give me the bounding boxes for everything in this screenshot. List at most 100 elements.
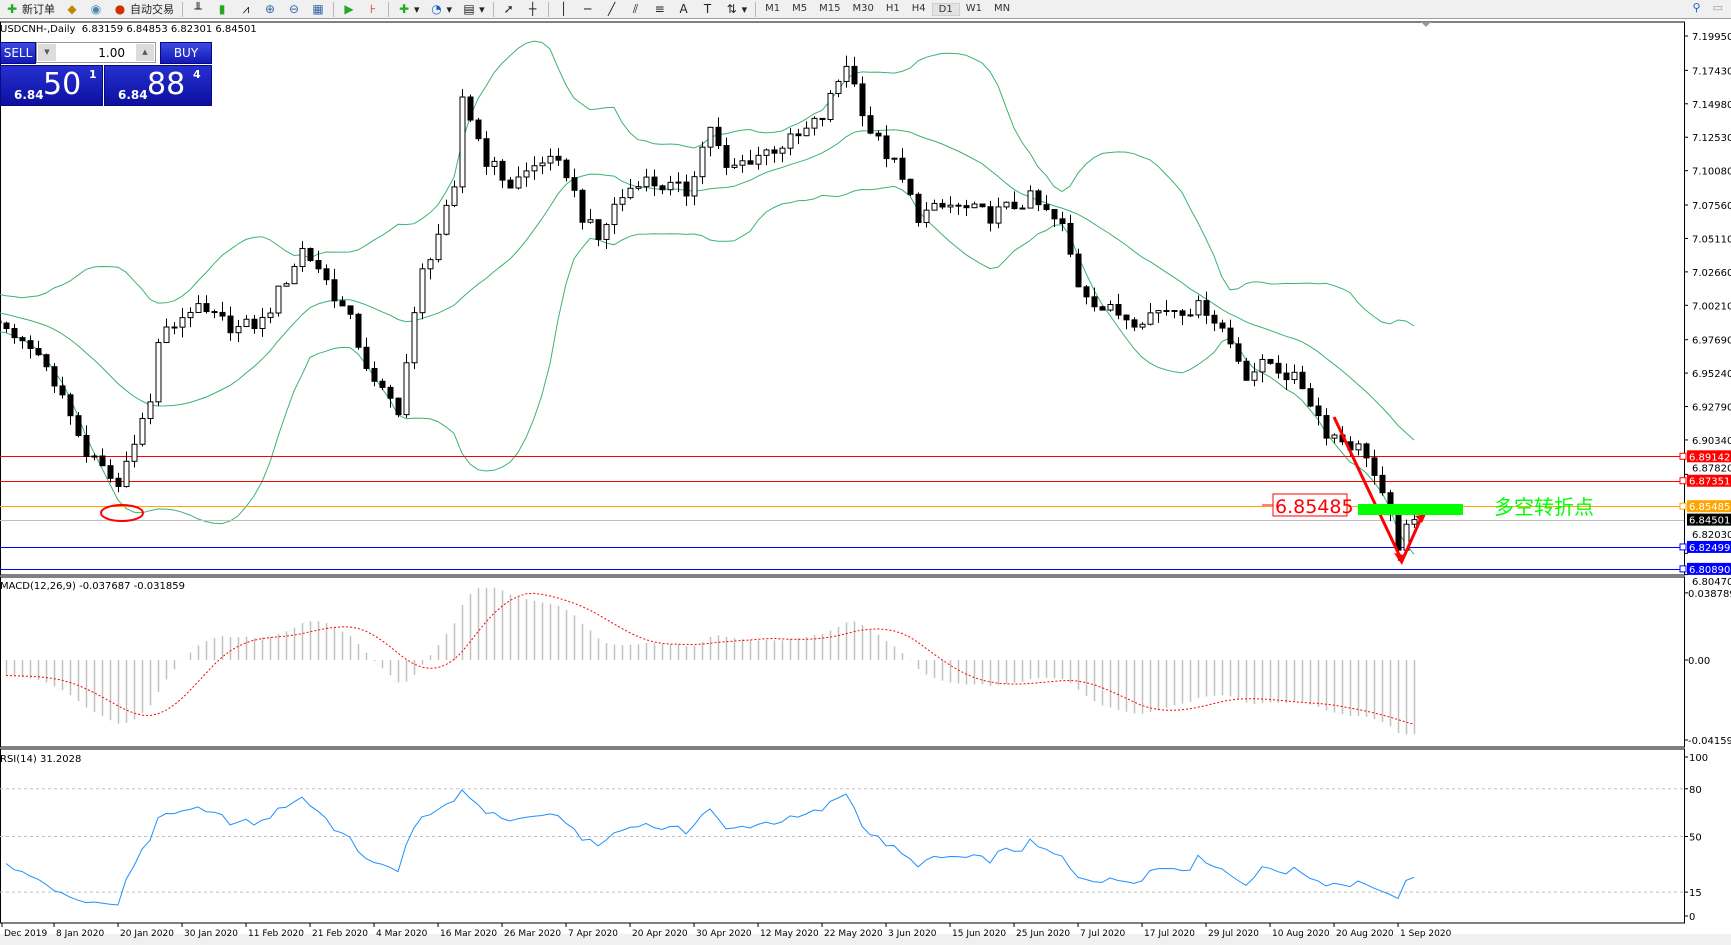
buy-price-button[interactable]: 6.84 88 4	[104, 65, 212, 106]
candle	[843, 55, 850, 88]
auto-trading-button[interactable]: ● 自动交易	[108, 1, 179, 18]
candle-body	[787, 133, 794, 149]
text-label-button[interactable]: T	[696, 1, 720, 18]
candle-body	[1267, 358, 1274, 364]
timeframe-m30[interactable]: M30	[852, 2, 874, 14]
arrows-button[interactable]: ⇅ ▾	[726, 2, 748, 16]
candle	[243, 314, 250, 328]
candle-body	[1219, 322, 1226, 329]
candle	[1139, 322, 1146, 330]
candle	[51, 363, 58, 393]
candle	[1355, 440, 1362, 456]
candle	[1243, 357, 1250, 381]
lot-decrease-button[interactable]: ▼	[38, 44, 56, 61]
date-axis-label: 17 Jul 2020	[1144, 929, 1195, 939]
candle	[1171, 310, 1178, 319]
candle-body	[531, 165, 538, 172]
horizontal-line-button[interactable]: ─	[576, 1, 600, 18]
candle-body	[43, 354, 50, 368]
signals-button[interactable]: ◉	[84, 1, 108, 18]
buy-button[interactable]: BUY	[160, 42, 212, 64]
indicators-button[interactable]: ✚ ▾	[398, 2, 420, 16]
candle	[555, 148, 562, 167]
candle	[203, 295, 210, 314]
lot-size-field[interactable]: ▼ 1.00 ▲	[36, 42, 156, 63]
channel-button[interactable]: ⫽	[624, 1, 648, 18]
timeframe-m5[interactable]: M5	[792, 2, 808, 14]
candle	[35, 340, 42, 357]
candle-body	[587, 219, 594, 223]
timeframe-h4[interactable]: H4	[911, 2, 926, 14]
zoom-in-icon: ⊕	[264, 2, 276, 16]
timeframe-m1[interactable]: M1	[765, 2, 781, 14]
candle	[387, 384, 394, 408]
level-tag-text: 6.89142	[1689, 452, 1730, 463]
tile-windows-button[interactable]: ▦	[306, 1, 330, 18]
candle-body	[691, 176, 698, 197]
timeframe-w1[interactable]: W1	[965, 2, 982, 14]
trendline-button[interactable]: ╱	[600, 1, 624, 18]
candle	[83, 425, 90, 463]
cursor-button[interactable]: ➚	[497, 1, 521, 18]
zoom-in-button[interactable]: ⊕	[258, 1, 282, 18]
candle-body	[1099, 306, 1106, 311]
periods-button[interactable]: ◔ ▾	[431, 2, 453, 16]
line-chart-button[interactable]: ⩘	[234, 1, 258, 18]
candle-body	[1411, 519, 1418, 525]
vertical-line-button[interactable]: │	[552, 1, 576, 18]
status-strip	[0, 934, 1731, 945]
candle	[899, 148, 906, 183]
candle-body	[1323, 415, 1330, 439]
fibonacci-button[interactable]: ≡	[648, 1, 672, 18]
candle	[963, 199, 970, 217]
candle	[1035, 189, 1042, 212]
text-button[interactable]: A	[672, 1, 696, 18]
candle-body	[707, 126, 714, 148]
text-icon: A	[679, 2, 688, 16]
date-axis-label: 25 Jun 2020	[1016, 929, 1070, 939]
candle-body	[595, 219, 602, 240]
sell-price-pips: 50	[43, 67, 82, 102]
macd-label: MACD(12,26,9) -0.037687 -0.031859	[0, 581, 185, 592]
price-axis-label: 6.80470	[1692, 577, 1731, 588]
bollinger-upper	[0, 40, 1415, 327]
candle-chart-button[interactable]: ▮	[210, 1, 234, 18]
candle	[1211, 310, 1218, 332]
market-watch-button[interactable]: ◆	[60, 1, 84, 18]
candle-body	[883, 135, 890, 160]
candle-body	[11, 328, 18, 339]
timeframe-h1[interactable]: H1	[885, 2, 900, 14]
candle-body	[387, 386, 394, 399]
timeframe-mn[interactable]: MN	[993, 2, 1011, 14]
autoscroll-button[interactable]: ▶	[337, 1, 361, 18]
candle-body	[651, 176, 658, 187]
candle-body	[563, 159, 570, 179]
candle	[1219, 319, 1226, 333]
timeframe-m15[interactable]: M15	[819, 2, 841, 14]
date-axis-label: 22 May 2020	[824, 929, 883, 939]
candle-body	[1139, 323, 1146, 328]
templates-button[interactable]: ▤ ▾	[463, 2, 485, 16]
chat-icon[interactable]: ▭	[1712, 1, 1723, 14]
chart-shift-button[interactable]: ⊦	[361, 1, 385, 18]
sell-price-button[interactable]: 6.84 50 1	[0, 65, 103, 106]
candle	[1379, 466, 1386, 496]
candle-body	[371, 367, 378, 382]
zoom-out-button[interactable]: ⊖	[282, 1, 306, 18]
candle	[635, 180, 642, 191]
bar-chart-button[interactable]: ╨	[186, 1, 210, 18]
lot-increase-button[interactable]: ▲	[136, 44, 154, 61]
search-icon[interactable]: ⚲	[1692, 1, 1701, 14]
crosshair-button[interactable]: ┼	[521, 1, 545, 18]
timeframe-d1[interactable]: D1	[931, 2, 960, 16]
candle	[1283, 363, 1290, 390]
candle	[547, 148, 554, 171]
candle-body	[251, 318, 258, 330]
lot-value[interactable]: 1.00	[98, 46, 125, 60]
sell-button[interactable]: SELL	[0, 42, 36, 64]
candle	[235, 319, 242, 342]
candle-body	[1243, 360, 1250, 381]
candle-body	[131, 443, 138, 462]
new-order-button[interactable]: ✚ 新订单	[0, 1, 60, 18]
